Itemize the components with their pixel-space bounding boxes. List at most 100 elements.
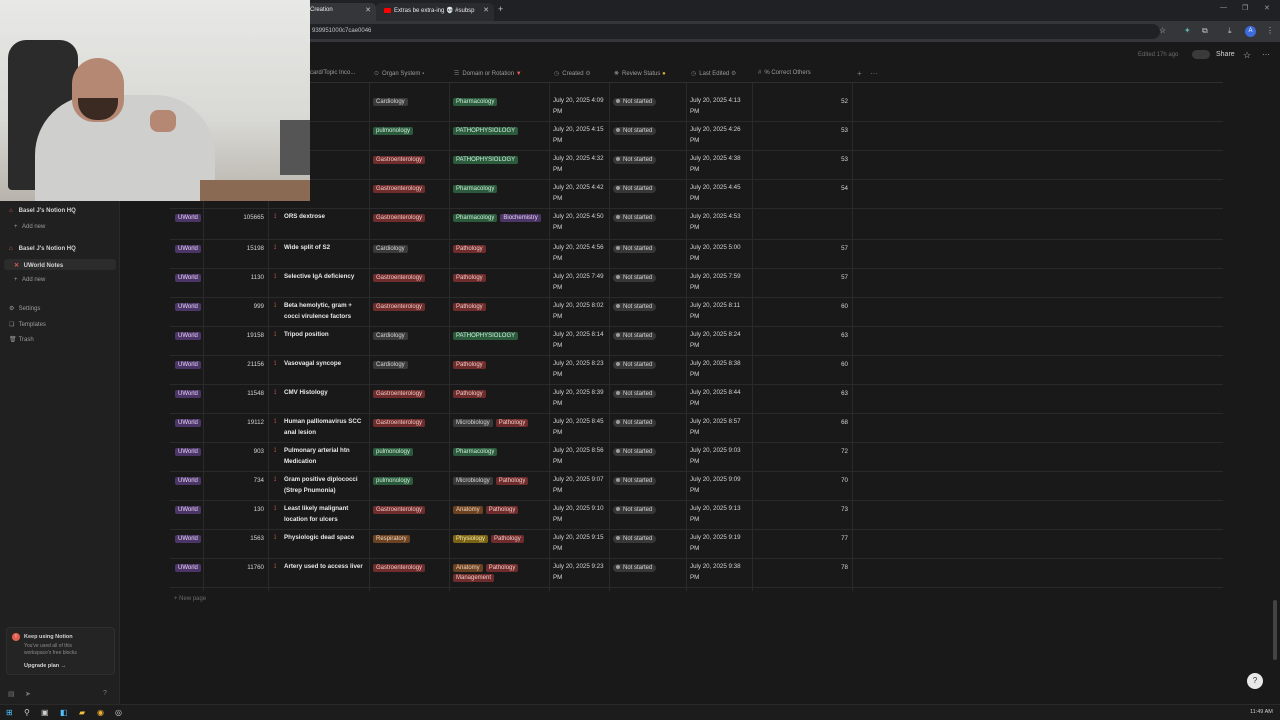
organ-system-cell[interactable]: pulmonology <box>373 127 416 137</box>
topic-cell[interactable]: Pulmonary arterial htn Medication <box>284 447 350 465</box>
help-icon[interactable]: ? <box>1247 673 1263 689</box>
chrome-icon[interactable]: ◉ <box>97 708 104 717</box>
pct-correct-cell[interactable]: 77 <box>841 535 848 542</box>
question-id-cell[interactable]: 999 <box>253 303 264 310</box>
created-cell[interactable]: July 20, 2025 4:56 PM <box>553 244 604 262</box>
address-bar[interactable]: 939951000c7cae0046 <box>300 24 1160 39</box>
question-id-cell[interactable]: 130 <box>253 506 264 513</box>
share-button[interactable]: Share <box>1216 51 1235 58</box>
source-cell[interactable]: UWorld <box>175 477 204 487</box>
last-edited-cell[interactable]: July 20, 2025 4:53 PM <box>690 213 741 231</box>
source-cell[interactable]: UWorld <box>175 245 204 255</box>
last-edited-cell[interactable]: July 20, 2025 8:24 PM <box>690 331 741 349</box>
question-id-cell[interactable]: 1130 <box>250 274 264 281</box>
created-cell[interactable]: July 20, 2025 8:02 PM <box>553 302 604 320</box>
pct-correct-cell[interactable]: 53 <box>841 156 848 163</box>
domain-cell[interactable]: Pharmacology <box>453 448 548 458</box>
topic-cell[interactable]: Physiologic dead space <box>284 534 355 541</box>
created-cell[interactable]: July 20, 2025 8:56 PM <box>553 447 604 465</box>
extensions-puzzle-icon[interactable]: ⧉ <box>1202 26 1208 35</box>
table-row[interactable]: UWorld 11760 ⟟ Artery used to access liver G… <box>170 559 1223 588</box>
created-cell[interactable]: July 20, 2025 9:10 PM <box>553 505 604 523</box>
last-edited-cell[interactable]: July 20, 2025 8:44 PM <box>690 389 741 407</box>
column-header-organ-system[interactable]: ⊙ Organ System ▪ <box>374 71 425 77</box>
maximize-icon[interactable]: ❐ <box>1242 5 1249 12</box>
source-cell[interactable]: UWorld <box>175 361 204 371</box>
column-header-domain[interactable]: ☰ Domain or Rotation ▼ <box>454 71 522 77</box>
sidebar-item-trash[interactable]: 🗑 Trash <box>9 337 34 343</box>
created-cell[interactable]: July 20, 2025 9:15 PM <box>553 534 604 552</box>
domain-cell[interactable]: Anatomy Pathology Management <box>453 564 548 584</box>
sidebar-item-settings[interactable]: ⚙ Settings <box>9 306 41 312</box>
review-status-cell[interactable]: Not started <box>613 564 657 572</box>
sidebar-item-workspace[interactable]: ⌂ Basel J's Notion HQ <box>9 208 76 214</box>
browser-tab[interactable]: Creation ✕ <box>302 3 376 21</box>
organ-system-cell[interactable]: Gastroenterology <box>373 274 428 284</box>
organ-system-cell[interactable]: Gastroenterology <box>373 506 428 516</box>
domain-cell[interactable]: Pathology <box>453 245 548 255</box>
table-row[interactable]: ia GravispulmonologyPATHOPHYSIOLOGYJuly … <box>170 122 1223 151</box>
table-row[interactable]: UWorld 130 ⟟ Least likely malignant locatio… <box>170 501 1223 530</box>
topic-cell[interactable]: Human palllomavirus SCC anal lesion <box>284 418 362 436</box>
table-row[interactable]: UWorld 21156 ⟟ Vasovagal syncope Cardiology P… <box>170 356 1223 385</box>
topic-cell[interactable]: Wide split of S2 <box>284 244 331 251</box>
source-cell[interactable]: UWorld <box>175 419 204 429</box>
organ-system-cell[interactable]: Cardiology <box>373 98 411 108</box>
created-cell[interactable]: July 20, 2025 9:23 PM <box>553 563 604 581</box>
pct-correct-cell[interactable]: 57 <box>841 245 848 252</box>
organ-system-cell[interactable]: Gastroenterology <box>373 156 428 166</box>
organ-system-cell[interactable]: Gastroenterology <box>373 419 428 429</box>
created-cell[interactable]: July 20, 2025 4:42 PM <box>553 184 604 202</box>
sidebar-item-uworld-notes[interactable]: ✕ UWorld Notes <box>14 263 64 269</box>
extension-icon[interactable]: ✦ <box>1184 26 1191 35</box>
table-row[interactable]: UWorld 1130 ⟟ Selective IgA deficiency Gastr… <box>170 269 1223 298</box>
domain-cell[interactable]: PATHOPHYSIOLOGY <box>453 332 548 342</box>
domain-cell[interactable]: Pharmacology <box>453 185 548 195</box>
pct-correct-cell[interactable]: 60 <box>841 361 848 368</box>
created-cell[interactable]: July 20, 2025 8:45 PM <box>553 418 604 436</box>
question-id-cell[interactable]: 1563 <box>250 535 264 542</box>
organ-system-cell[interactable]: Respiratory <box>373 535 413 545</box>
review-status-cell[interactable]: Not started <box>613 361 657 369</box>
help-circle-icon[interactable]: ? <box>103 690 107 697</box>
pct-correct-cell[interactable]: 54 <box>841 185 848 192</box>
question-id-cell[interactable]: 15198 <box>246 245 264 252</box>
domain-cell[interactable]: Microbiology Pathology <box>453 419 548 429</box>
source-cell[interactable]: UWorld <box>175 303 204 313</box>
task-view-icon[interactable]: ▣ <box>41 708 49 717</box>
review-status-cell[interactable]: Not started <box>613 535 657 543</box>
column-header-topic[interactable]: card/Topic Inco... <box>310 70 356 76</box>
created-cell[interactable]: July 20, 2025 8:39 PM <box>553 389 604 407</box>
last-edited-cell[interactable]: July 20, 2025 8:38 PM <box>690 360 741 378</box>
browser-menu-icon[interactable]: ⋮ <box>1266 26 1274 35</box>
domain-cell[interactable]: Microbiology Pathology <box>453 477 548 487</box>
created-cell[interactable]: July 20, 2025 4:32 PM <box>553 155 604 173</box>
domain-cell[interactable]: Pathology <box>453 390 548 400</box>
pct-correct-cell[interactable]: 63 <box>841 390 848 397</box>
review-status-cell[interactable]: Not started <box>613 303 657 311</box>
topic-cell[interactable]: Gram positive diplococci (Strep Pnumonia… <box>284 476 358 494</box>
domain-cell[interactable]: Pathology <box>453 303 548 313</box>
file-explorer-icon[interactable]: ▰ <box>79 708 86 717</box>
topic-cell[interactable]: Least likely malignant location for ulce… <box>284 505 349 523</box>
obs-icon[interactable]: ◎ <box>115 708 122 717</box>
topic-cell[interactable]: ORS dextrose <box>284 213 325 220</box>
table-row[interactable]: UWorld 15198 ⟟ Wide split of S2 Cardiology Pa… <box>170 240 1223 269</box>
review-status-cell[interactable]: Not started <box>613 214 657 222</box>
topic-cell[interactable]: Selective IgA deficiency <box>284 273 355 280</box>
topic-cell[interactable]: Vasovagal syncope <box>284 360 342 367</box>
question-id-cell[interactable]: 903 <box>253 448 264 455</box>
column-header-created[interactable]: ◷ Created ⚙ <box>554 71 591 77</box>
question-id-cell[interactable]: 19158 <box>246 332 264 339</box>
table-row[interactable]: MOACardiologyPharmacologyJuly 20, 2025 4… <box>170 93 1223 122</box>
sidebar-item-workspace[interactable]: ⌂ Basel J's Notion HQ <box>9 246 76 252</box>
last-edited-cell[interactable]: July 20, 2025 9:09 PM <box>690 476 741 494</box>
scrollbar[interactable] <box>1273 600 1277 660</box>
review-status-cell[interactable]: Not started <box>613 419 657 427</box>
pct-correct-cell[interactable]: 57 <box>841 274 848 281</box>
review-status-cell[interactable]: Not started <box>613 448 657 456</box>
review-status-cell[interactable]: Not started <box>613 185 657 193</box>
column-header-pct-correct[interactable]: #% Correct Others <box>758 70 811 76</box>
close-window-icon[interactable]: ✕ <box>1264 5 1270 12</box>
topic-cell[interactable]: Tripod position <box>284 331 329 338</box>
